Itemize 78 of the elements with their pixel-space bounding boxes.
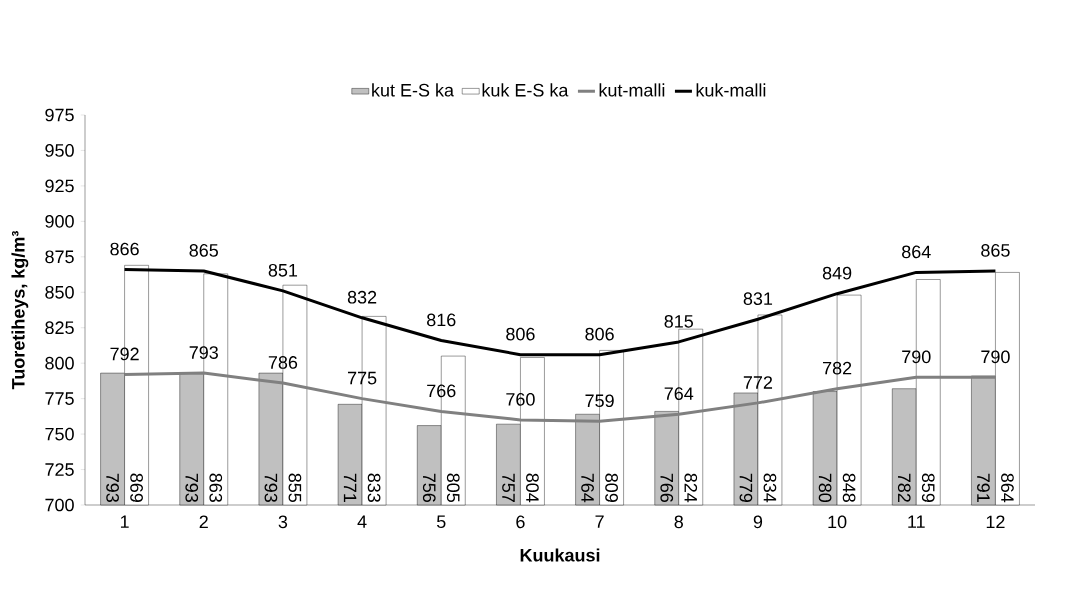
data-label: 790: [981, 350, 1010, 364]
y-tick-label: 875: [45, 250, 74, 264]
data-label: 864: [902, 245, 931, 259]
data-label: 832: [347, 290, 377, 304]
data-label: 764: [664, 387, 694, 401]
x-tick-label: 12: [986, 515, 1005, 529]
x-tick-label: 7: [595, 515, 604, 528]
data-label: 806: [585, 327, 614, 341]
data-label: 848: [842, 473, 856, 503]
data-label: 809: [605, 473, 618, 502]
data-label: 806: [506, 327, 535, 341]
legend-label: kuk E-S ka: [482, 83, 569, 97]
data-label: 793: [264, 473, 278, 502]
data-label: 760: [506, 392, 535, 406]
x-tick-label: 11: [908, 515, 925, 528]
data-label: 775: [347, 371, 377, 385]
data-label: 780: [818, 473, 832, 503]
data-label: 772: [743, 376, 773, 389]
y-tick-label: 800: [45, 356, 74, 370]
y-tick-label: 850: [45, 285, 74, 299]
x-tick-label: 6: [516, 515, 525, 529]
data-label: 759: [585, 394, 614, 408]
legend-label: kut-malli: [599, 83, 665, 97]
data-label: 782: [823, 361, 852, 375]
data-label: 815: [664, 314, 694, 328]
data-label: 851: [268, 263, 298, 277]
data-label: 756: [422, 473, 436, 502]
data-label: 804: [526, 473, 539, 503]
data-label: 786: [268, 356, 298, 369]
data-label: 863: [209, 473, 223, 502]
data-label: 790: [902, 350, 931, 364]
data-label: 793: [106, 473, 119, 502]
x-tick-label: 10: [828, 515, 847, 529]
data-label: 779: [739, 473, 753, 502]
y-tick-label: 775: [45, 392, 74, 405]
data-label: 855: [288, 473, 302, 503]
x-tick-label: 9: [753, 515, 763, 529]
data-label: 834: [763, 473, 777, 503]
data-label: 864: [1001, 473, 1014, 503]
y-tick-label: 750: [45, 427, 74, 441]
y-tick-label: 925: [45, 179, 74, 193]
x-tick-label: 5: [436, 515, 446, 529]
x-tick-label: 3: [278, 515, 288, 529]
data-label: 824: [684, 473, 698, 503]
data-label: 869: [130, 473, 143, 502]
data-label: 866: [110, 242, 139, 256]
data-label: 805: [446, 473, 460, 503]
data-label: 793: [185, 473, 199, 502]
y-tick-label: 900: [45, 214, 74, 228]
data-label: 859: [921, 473, 935, 502]
data-label: 791: [977, 473, 990, 502]
data-label: 816: [427, 313, 456, 327]
data-label: 771: [343, 473, 357, 502]
data-label: 865: [981, 244, 1010, 257]
data-label: 831: [743, 292, 773, 306]
x-axis-title: Kuukausi: [520, 548, 600, 562]
data-label: 793: [189, 346, 218, 359]
x-tick-label: 4: [357, 515, 367, 528]
data-label: 865: [189, 244, 218, 257]
x-tick-label: 1: [120, 515, 129, 528]
data-label: 792: [110, 347, 139, 361]
data-label: 766: [660, 473, 674, 502]
y-tick-label: 950: [45, 144, 74, 157]
data-label: 764: [581, 473, 594, 503]
y-tick-label: 975: [45, 108, 74, 122]
data-label: 833: [367, 473, 381, 502]
y-tick-label: 700: [45, 498, 74, 512]
data-label: 782: [897, 473, 911, 502]
legend-label: kut E-S ka: [372, 83, 454, 97]
y-tick-label: 725: [45, 463, 74, 476]
legend-label: kuk-malli: [696, 83, 766, 97]
data-label: 849: [822, 266, 852, 280]
data-label: 766: [427, 384, 456, 398]
x-tick-label: 2: [199, 515, 208, 529]
y-axis-title: Tuoretiheys, kg/m³: [11, 231, 29, 390]
data-label: 757: [502, 473, 515, 502]
y-tick-label: 825: [45, 321, 74, 335]
x-tick-label: 8: [674, 515, 683, 529]
